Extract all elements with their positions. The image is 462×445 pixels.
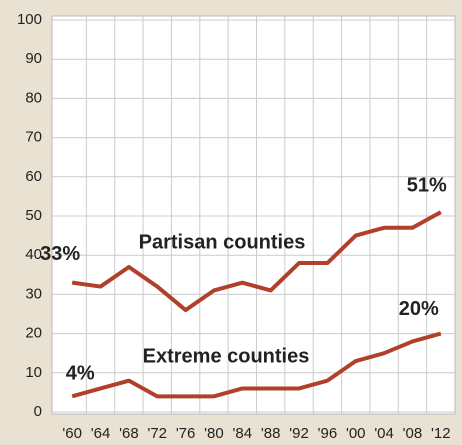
x-tick-label: '12 (431, 425, 451, 442)
y-tick-label: 40 (25, 246, 42, 263)
x-tick-label: '04 (374, 425, 394, 442)
y-tick-label: 60 (25, 168, 42, 185)
x-tick-label: '88 (261, 425, 281, 442)
x-tick-label: '68 (119, 425, 139, 442)
y-tick-label: 10 (25, 364, 42, 381)
value-label: 20% (399, 298, 439, 320)
y-tick-label: 20 (25, 325, 42, 342)
value-label: 51% (407, 174, 447, 196)
y-tick-label: 70 (25, 129, 42, 146)
value-label: 33% (40, 243, 80, 265)
series-label: Partisan counties (139, 231, 306, 253)
x-tick-label: '76 (176, 425, 196, 442)
x-tick-label: '08 (403, 425, 423, 442)
y-tick-label: 50 (25, 207, 42, 224)
y-tick-label: 80 (25, 89, 42, 106)
x-tick-label: '84 (233, 425, 253, 442)
y-tick-label: 90 (25, 50, 42, 67)
x-tick-label: '92 (289, 425, 309, 442)
series-line (71, 210, 442, 313)
y-tick-label: 30 (25, 285, 42, 302)
y-tick-label: 0 (34, 403, 42, 420)
x-tick-label: '96 (318, 425, 338, 442)
series-line (71, 331, 442, 399)
plot-area (51, 15, 456, 415)
series-label: Extreme counties (143, 345, 310, 367)
value-label: 4% (66, 363, 95, 385)
y-tick-label: 100 (17, 11, 42, 28)
x-tick-label: '72 (147, 425, 167, 442)
x-tick-label: '80 (204, 425, 224, 442)
x-tick-label: '00 (346, 425, 366, 442)
x-tick-label: '64 (91, 425, 111, 442)
x-tick-label: '60 (62, 425, 82, 442)
